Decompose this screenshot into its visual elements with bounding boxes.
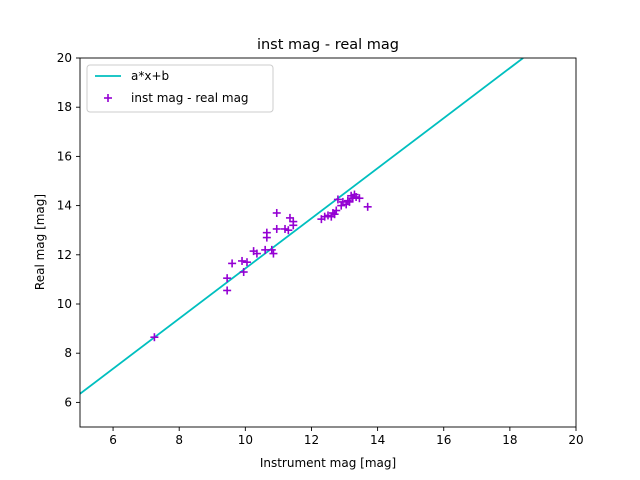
- scatter-point: [343, 196, 352, 205]
- x-axis-ticks: 6 8 10 12 14 16 18 20: [109, 427, 584, 447]
- x-tick-label: 10: [238, 433, 253, 447]
- scatter-point: [284, 226, 293, 235]
- legend-box: [86, 64, 274, 113]
- x-tick-label: 14: [370, 433, 385, 447]
- scatter-point: [223, 274, 232, 283]
- y-tick-label: 20: [57, 51, 72, 65]
- y-tick-label: 12: [57, 248, 72, 262]
- scatter-point: [252, 249, 261, 258]
- legend: a*x+b inst mag - real mag: [86, 64, 274, 113]
- x-tick-label: 16: [436, 433, 451, 447]
- x-tick-label: 12: [304, 433, 319, 447]
- scatter-point: [337, 201, 346, 210]
- scatter-point: [272, 208, 281, 217]
- x-tick-label: 6: [109, 433, 117, 447]
- scatter-point: [239, 268, 248, 277]
- y-tick-label: 6: [64, 395, 72, 409]
- y-tick-label: 10: [57, 297, 72, 311]
- scatter-point: [289, 217, 298, 226]
- scatter-point: [363, 202, 372, 211]
- y-tick-label: 18: [57, 100, 72, 114]
- chart-title: inst mag - real mag: [257, 37, 399, 53]
- axes-frame: [79, 57, 577, 428]
- legend-label-scatter: inst mag - real mag: [131, 91, 249, 105]
- scatter-point: [223, 286, 232, 295]
- y-axis-ticks: 6 8 10 12 14 16 18 20: [57, 51, 80, 409]
- scatter-point: [238, 256, 247, 265]
- x-tick-label: 8: [175, 433, 183, 447]
- plot-area: [79, 57, 577, 428]
- scatter-point: [330, 210, 339, 219]
- x-tick-label: 20: [568, 433, 583, 447]
- y-axis-label: Real mag [mag]: [33, 194, 47, 290]
- scatter-point: [262, 228, 271, 237]
- y-tick-label: 14: [57, 199, 72, 213]
- scatter-point: [150, 333, 159, 342]
- scatter-point: [228, 259, 237, 268]
- scatter-point: [269, 249, 278, 258]
- scatter-point: [272, 224, 281, 233]
- y-tick-label: 8: [64, 346, 72, 360]
- x-tick-label: 18: [502, 433, 517, 447]
- scatter-point: [332, 206, 341, 215]
- x-axis-label: Instrument mag [mag]: [260, 456, 396, 470]
- scatter-point: [355, 194, 364, 203]
- scatter-point: [267, 245, 276, 254]
- scatter-point: [242, 258, 251, 267]
- scatter-point: [333, 195, 342, 204]
- y-tick-label: 16: [57, 149, 72, 163]
- legend-label-fit: a*x+b: [131, 69, 169, 83]
